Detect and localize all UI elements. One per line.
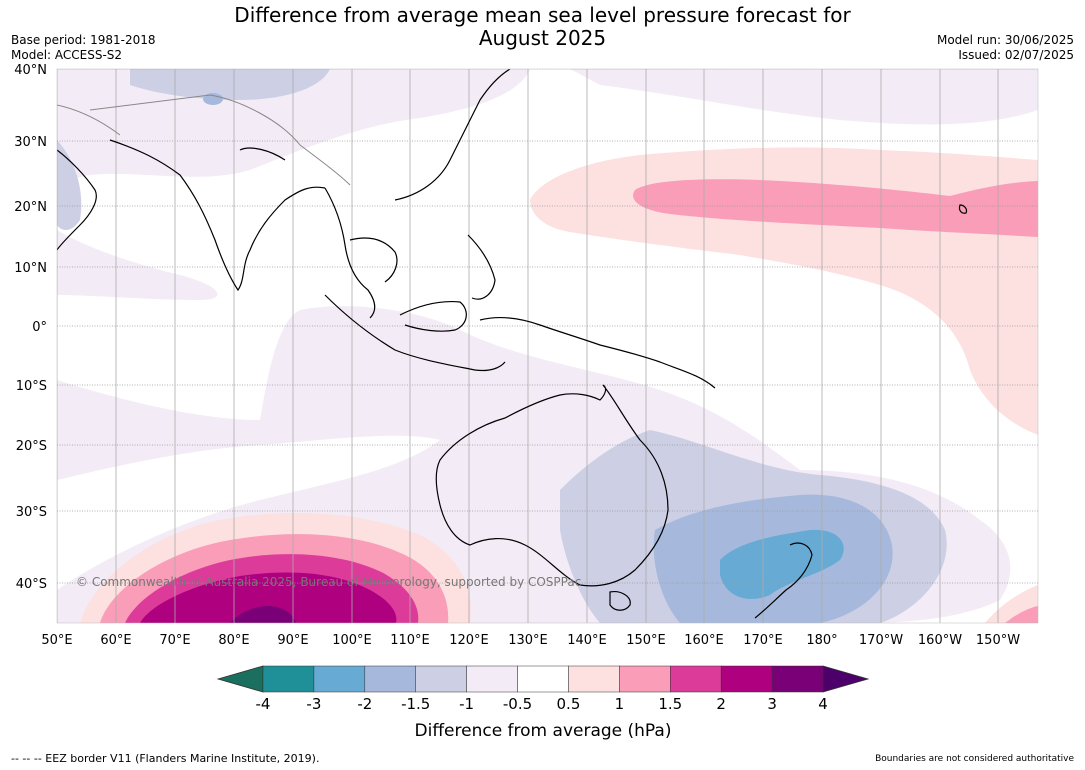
lon-label: 120°E xyxy=(449,633,489,648)
lon-label: 180° xyxy=(806,633,837,648)
coast-australia xyxy=(435,384,669,587)
copyright-text: © Commonwealth of Australia 2025, Bureau… xyxy=(76,575,581,589)
lat-label: 30°S xyxy=(16,505,47,520)
anomaly-north-moderate-negative xyxy=(130,69,330,100)
lat-label: 40°N xyxy=(14,63,47,78)
colorbar-segment xyxy=(568,665,620,693)
meta-left: Base period: 1981-2018 Model: ACCESS-S2 xyxy=(11,33,156,63)
lon-label: 160°W xyxy=(918,633,962,648)
colorbar-tick-label: 3 xyxy=(767,695,777,713)
colorbar: -4 -3 -2 -1.5 -1 -0.5 0.5 1 1.5 2 3 4 Difference fr… xyxy=(216,665,870,741)
anomaly-newzealand-negative xyxy=(720,529,844,599)
lat-label: 20°S xyxy=(16,439,47,454)
coast-new-zealand xyxy=(754,542,813,619)
lon-label: 150°W xyxy=(976,633,1020,648)
lon-label: 80°E xyxy=(218,633,249,648)
lon-label: 170°W xyxy=(859,633,903,648)
colorbar-segment xyxy=(670,665,722,693)
lon-label: 100°E xyxy=(332,633,372,648)
coast-philippines xyxy=(467,234,496,300)
gridlines xyxy=(57,69,1038,584)
lat-label: 40°S xyxy=(16,577,47,592)
eez-legend: -- -- -- EEZ border V11 (Flanders Marine… xyxy=(11,752,320,765)
colorbar-segment xyxy=(720,665,773,693)
colorbar-tick-label: 4 xyxy=(818,695,828,713)
meta-right: Model run: 30/06/2025 Issued: 02/07/2025 xyxy=(937,33,1074,63)
lon-label: 160°E xyxy=(684,633,724,648)
coast-indochina xyxy=(324,187,376,319)
coast-tasmania xyxy=(609,591,631,611)
lat-label: 30°N xyxy=(14,135,47,150)
anomaly-arabia-negative xyxy=(57,140,82,230)
colorbar-tick-label: 1.5 xyxy=(658,695,682,713)
coast-india xyxy=(109,139,326,292)
lat-label: 10°S xyxy=(16,379,47,394)
colorbar-segment xyxy=(466,665,518,693)
latitude-labels: 40°N 30°N 20°N 10°N 0° 10°S 20°S 30°S 40… xyxy=(14,63,47,592)
meridians xyxy=(57,69,999,623)
colorbar-segment xyxy=(364,665,416,693)
coast-arabia xyxy=(57,149,97,251)
colorbar-tick-label: 0.5 xyxy=(557,695,581,713)
title-line-1: Difference from average mean sea level p… xyxy=(234,3,851,27)
colorbar-tick-label: -1.5 xyxy=(401,695,430,713)
colorbar-tick-label: -1 xyxy=(459,695,474,713)
lon-label: 140°E xyxy=(567,633,607,648)
lat-label: 0° xyxy=(32,320,47,335)
lat-label: 20°N xyxy=(14,200,47,215)
lon-label: 60°E xyxy=(100,633,131,648)
colorbar-tick-label: -0.5 xyxy=(503,695,532,713)
lat-label: 10°N xyxy=(14,261,47,276)
map-title: Difference from average mean sea level p… xyxy=(0,4,1085,50)
anomaly-india-weak-negative xyxy=(57,230,218,300)
model-name: Model: ACCESS-S2 xyxy=(11,48,123,62)
lon-label: 150°E xyxy=(626,633,666,648)
colorbar-tick-label: 1 xyxy=(615,695,625,713)
colorbar-tick-label: -3 xyxy=(306,695,321,713)
map-frame xyxy=(56,68,1039,624)
colorbar-segment xyxy=(619,665,671,693)
colorbar-segment xyxy=(771,665,824,693)
colorbar-segment xyxy=(313,665,366,693)
boundaries-disclaimer: Boundaries are not considered authoritat… xyxy=(875,754,1074,764)
colorbar-segment xyxy=(262,665,315,693)
map-area xyxy=(57,69,1038,623)
lon-label: 90°E xyxy=(277,633,308,648)
longitude-labels: 50°E 60°E 70°E 80°E 90°E 100°E 110°E 120… xyxy=(41,633,1020,648)
coast-new-guinea xyxy=(479,316,716,389)
lon-label: 110°E xyxy=(390,633,430,648)
lon-label: 70°E xyxy=(159,633,190,648)
title-line-2: August 2025 xyxy=(478,26,607,50)
colorbar-tick-label: -2 xyxy=(357,695,372,713)
coast-hawaii xyxy=(958,204,968,214)
coast-borneo xyxy=(399,300,467,332)
lon-label: 50°E xyxy=(41,633,72,648)
coast-vietnam xyxy=(349,237,398,283)
colorbar-tick-label: 2 xyxy=(716,695,726,713)
colorbar-max-arrow xyxy=(822,665,870,693)
colorbar-segment xyxy=(415,665,467,693)
lon-label: 130°E xyxy=(508,633,548,648)
anomaly-northeast-weak-negative xyxy=(570,69,1038,125)
coast-china xyxy=(394,69,511,201)
coast-sumatra-java xyxy=(324,294,506,372)
anomaly-indian-extreme-positive xyxy=(230,606,296,623)
anomaly-indian-very-strong-positive xyxy=(140,572,397,623)
colorbar-min-arrow xyxy=(216,665,264,693)
colorbar-segment xyxy=(517,665,569,693)
anomaly-pacific-positive xyxy=(633,179,1038,237)
colorbar-tick-label: -4 xyxy=(256,695,271,713)
coastlines xyxy=(57,69,968,619)
anomaly-southeast-positive xyxy=(1005,606,1038,623)
colorbar-label: Difference from average (hPa) xyxy=(415,721,672,741)
lon-label: 170°E xyxy=(743,633,783,648)
country-borders xyxy=(57,94,351,186)
base-period: Base period: 1981-2018 xyxy=(11,33,156,47)
coast-sri-lanka xyxy=(239,147,286,161)
model-run: Model run: 30/06/2025 xyxy=(936,33,1074,47)
issued-date: Issued: 02/07/2025 xyxy=(958,48,1074,62)
anomaly-himalaya-negative xyxy=(203,93,223,105)
